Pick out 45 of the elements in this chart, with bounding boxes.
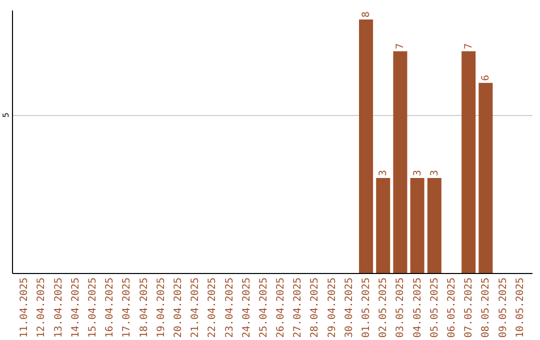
bar bbox=[410, 178, 424, 273]
x-tick-label: 19.04.2025 bbox=[156, 278, 167, 338]
x-tick-label: 07.05.2025 bbox=[464, 278, 475, 338]
x-tick-label: 02.05.2025 bbox=[378, 278, 390, 338]
x-tick-label: 11.04.2025 bbox=[19, 278, 30, 338]
x-tick-label: 17.04.2025 bbox=[122, 278, 133, 338]
x-tick-label: 03.05.2025 bbox=[395, 278, 406, 338]
data-label: 3 bbox=[378, 170, 390, 176]
x-tick-label: 29.04.2025 bbox=[326, 278, 338, 338]
y-tick-label: 5 bbox=[2, 112, 10, 118]
x-tick-label: 14.04.2025 bbox=[70, 278, 82, 338]
data-label: 3 bbox=[412, 170, 424, 176]
x-tick-label: 15.04.2025 bbox=[88, 278, 99, 338]
x-tick-label: 13.04.2025 bbox=[53, 278, 64, 338]
data-label: 3 bbox=[429, 170, 440, 176]
x-tick-label: 20.04.2025 bbox=[172, 278, 184, 338]
x-tick-label: 22.04.2025 bbox=[207, 278, 218, 338]
data-label: 6 bbox=[480, 74, 492, 81]
data-label: 7 bbox=[395, 43, 406, 50]
bar bbox=[393, 51, 408, 273]
data-label: 7 bbox=[464, 43, 475, 50]
x-tick-label: 05.05.2025 bbox=[429, 278, 440, 338]
x-tick-label: 16.04.2025 bbox=[104, 278, 116, 338]
x-tick-label: 21.04.2025 bbox=[190, 278, 202, 338]
x-tick-label: 09.05.2025 bbox=[498, 278, 509, 338]
x-tick-label: 26.04.2025 bbox=[276, 278, 287, 338]
x-tick-label: 18.04.2025 bbox=[138, 278, 150, 338]
x-tick-label: 27.04.2025 bbox=[292, 278, 304, 338]
x-tick-label: 30.04.2025 bbox=[344, 278, 355, 338]
data-label: 8 bbox=[361, 11, 372, 18]
bar bbox=[376, 178, 390, 273]
x-tick-label: 06.05.2025 bbox=[446, 278, 458, 338]
x-tick-label: 24.04.2025 bbox=[241, 278, 252, 338]
x-tick-label: 10.05.2025 bbox=[514, 278, 526, 338]
x-tick-label: 25.04.2025 bbox=[258, 278, 270, 338]
x-tick-label: 12.04.2025 bbox=[36, 278, 48, 338]
bar bbox=[478, 82, 493, 273]
bar bbox=[462, 51, 476, 273]
x-tick-label: 08.05.2025 bbox=[480, 278, 492, 338]
x-tick-label: 23.04.2025 bbox=[224, 278, 236, 338]
x-tick-label: 28.04.2025 bbox=[310, 278, 321, 338]
bar bbox=[359, 20, 374, 273]
x-tick-label: 04.05.2025 bbox=[412, 278, 424, 338]
x-tick-label: 01.05.2025 bbox=[361, 278, 372, 338]
bar bbox=[427, 178, 442, 273]
